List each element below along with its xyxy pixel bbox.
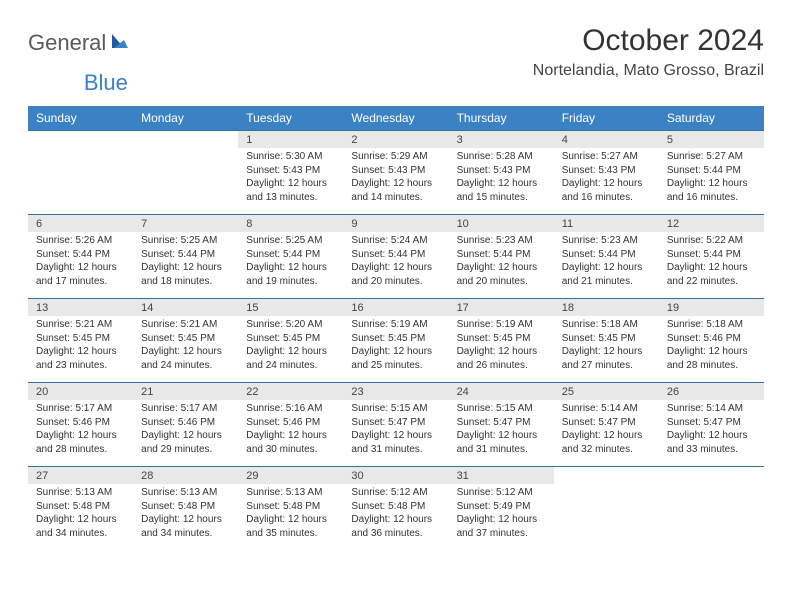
day-number-cell: 26 (659, 383, 764, 401)
day-detail-cell: Sunrise: 5:12 AMSunset: 5:48 PMDaylight:… (343, 484, 448, 550)
day-number-cell: 20 (28, 383, 133, 401)
day-detail-cell: Sunrise: 5:16 AMSunset: 5:46 PMDaylight:… (238, 400, 343, 467)
day-detail-cell: Sunrise: 5:27 AMSunset: 5:43 PMDaylight:… (554, 148, 659, 215)
day-number-row: 20212223242526 (28, 383, 764, 401)
day-detail-cell: Sunrise: 5:22 AMSunset: 5:44 PMDaylight:… (659, 232, 764, 299)
day-number-cell: 30 (343, 467, 448, 485)
day-detail-cell: Sunrise: 5:13 AMSunset: 5:48 PMDaylight:… (133, 484, 238, 550)
logo-text-1: General (28, 30, 106, 56)
day-number-cell: 24 (449, 383, 554, 401)
day-detail-cell: Sunrise: 5:14 AMSunset: 5:47 PMDaylight:… (659, 400, 764, 467)
day-detail-row: Sunrise: 5:17 AMSunset: 5:46 PMDaylight:… (28, 400, 764, 467)
day-number-row: 12345 (28, 131, 764, 149)
day-number-cell: 16 (343, 299, 448, 317)
day-detail-cell: Sunrise: 5:18 AMSunset: 5:46 PMDaylight:… (659, 316, 764, 383)
day-number-cell: 7 (133, 215, 238, 233)
day-header: Thursday (449, 106, 554, 131)
day-detail-cell: Sunrise: 5:19 AMSunset: 5:45 PMDaylight:… (449, 316, 554, 383)
day-number-cell: 18 (554, 299, 659, 317)
day-detail-cell: Sunrise: 5:23 AMSunset: 5:44 PMDaylight:… (554, 232, 659, 299)
day-number-row: 13141516171819 (28, 299, 764, 317)
day-number-row: 2728293031 (28, 467, 764, 485)
day-header: Sunday (28, 106, 133, 131)
day-number-cell: 19 (659, 299, 764, 317)
calendar-body: 12345Sunrise: 5:30 AMSunset: 5:43 PMDayl… (28, 131, 764, 551)
day-detail-cell: Sunrise: 5:23 AMSunset: 5:44 PMDaylight:… (449, 232, 554, 299)
day-number-cell: 28 (133, 467, 238, 485)
day-detail-cell: Sunrise: 5:24 AMSunset: 5:44 PMDaylight:… (343, 232, 448, 299)
day-number-cell: 13 (28, 299, 133, 317)
day-detail-cell: Sunrise: 5:15 AMSunset: 5:47 PMDaylight:… (449, 400, 554, 467)
logo: General (28, 24, 132, 56)
day-detail-cell (28, 148, 133, 215)
day-number-cell: 6 (28, 215, 133, 233)
day-detail-cell: Sunrise: 5:15 AMSunset: 5:47 PMDaylight:… (343, 400, 448, 467)
day-header: Friday (554, 106, 659, 131)
day-number-cell: 27 (28, 467, 133, 485)
day-number-cell: 21 (133, 383, 238, 401)
day-header: Monday (133, 106, 238, 131)
day-detail-cell (554, 484, 659, 550)
day-number-cell: 12 (659, 215, 764, 233)
day-detail-cell: Sunrise: 5:26 AMSunset: 5:44 PMDaylight:… (28, 232, 133, 299)
day-number-cell: 9 (343, 215, 448, 233)
logo-text-2: Blue (84, 70, 128, 96)
day-detail-cell: Sunrise: 5:20 AMSunset: 5:45 PMDaylight:… (238, 316, 343, 383)
day-detail-cell (133, 148, 238, 215)
day-number-cell: 17 (449, 299, 554, 317)
day-number-cell: 11 (554, 215, 659, 233)
day-number-cell: 29 (238, 467, 343, 485)
day-detail-cell: Sunrise: 5:13 AMSunset: 5:48 PMDaylight:… (28, 484, 133, 550)
day-detail-cell: Sunrise: 5:28 AMSunset: 5:43 PMDaylight:… (449, 148, 554, 215)
day-detail-cell: Sunrise: 5:13 AMSunset: 5:48 PMDaylight:… (238, 484, 343, 550)
day-detail-cell: Sunrise: 5:18 AMSunset: 5:45 PMDaylight:… (554, 316, 659, 383)
day-number-cell: 4 (554, 131, 659, 149)
calendar-page: General October 2024 Nortelandia, Mato G… (0, 0, 792, 574)
month-title: October 2024 (533, 24, 764, 58)
day-number-cell (133, 131, 238, 149)
calendar-table: Sunday Monday Tuesday Wednesday Thursday… (28, 106, 764, 550)
day-detail-cell: Sunrise: 5:29 AMSunset: 5:43 PMDaylight:… (343, 148, 448, 215)
day-detail-cell: Sunrise: 5:19 AMSunset: 5:45 PMDaylight:… (343, 316, 448, 383)
day-detail-cell: Sunrise: 5:27 AMSunset: 5:44 PMDaylight:… (659, 148, 764, 215)
day-detail-row: Sunrise: 5:30 AMSunset: 5:43 PMDaylight:… (28, 148, 764, 215)
day-detail-cell: Sunrise: 5:14 AMSunset: 5:47 PMDaylight:… (554, 400, 659, 467)
day-detail-cell (659, 484, 764, 550)
day-detail-row: Sunrise: 5:26 AMSunset: 5:44 PMDaylight:… (28, 232, 764, 299)
day-number-cell: 10 (449, 215, 554, 233)
location: Nortelandia, Mato Grosso, Brazil (533, 62, 764, 80)
day-number-cell: 3 (449, 131, 554, 149)
day-detail-cell: Sunrise: 5:21 AMSunset: 5:45 PMDaylight:… (133, 316, 238, 383)
day-number-cell (28, 131, 133, 149)
day-number-cell: 8 (238, 215, 343, 233)
day-number-cell (554, 467, 659, 485)
day-number-cell: 2 (343, 131, 448, 149)
day-detail-cell: Sunrise: 5:25 AMSunset: 5:44 PMDaylight:… (133, 232, 238, 299)
day-header: Tuesday (238, 106, 343, 131)
day-header: Wednesday (343, 106, 448, 131)
day-detail-cell: Sunrise: 5:12 AMSunset: 5:49 PMDaylight:… (449, 484, 554, 550)
day-number-cell: 25 (554, 383, 659, 401)
day-number-cell: 15 (238, 299, 343, 317)
day-detail-cell: Sunrise: 5:30 AMSunset: 5:43 PMDaylight:… (238, 148, 343, 215)
day-number-cell: 14 (133, 299, 238, 317)
day-number-cell (659, 467, 764, 485)
day-number-cell: 5 (659, 131, 764, 149)
day-number-cell: 1 (238, 131, 343, 149)
day-detail-cell: Sunrise: 5:17 AMSunset: 5:46 PMDaylight:… (28, 400, 133, 467)
day-number-cell: 23 (343, 383, 448, 401)
day-header-row: Sunday Monday Tuesday Wednesday Thursday… (28, 106, 764, 131)
day-detail-row: Sunrise: 5:13 AMSunset: 5:48 PMDaylight:… (28, 484, 764, 550)
day-header: Saturday (659, 106, 764, 131)
logo-sail-icon (110, 32, 130, 55)
title-block: October 2024 Nortelandia, Mato Grosso, B… (533, 24, 764, 80)
day-detail-cell: Sunrise: 5:21 AMSunset: 5:45 PMDaylight:… (28, 316, 133, 383)
day-number-cell: 31 (449, 467, 554, 485)
day-number-row: 6789101112 (28, 215, 764, 233)
day-detail-row: Sunrise: 5:21 AMSunset: 5:45 PMDaylight:… (28, 316, 764, 383)
day-detail-cell: Sunrise: 5:17 AMSunset: 5:46 PMDaylight:… (133, 400, 238, 467)
day-number-cell: 22 (238, 383, 343, 401)
day-detail-cell: Sunrise: 5:25 AMSunset: 5:44 PMDaylight:… (238, 232, 343, 299)
